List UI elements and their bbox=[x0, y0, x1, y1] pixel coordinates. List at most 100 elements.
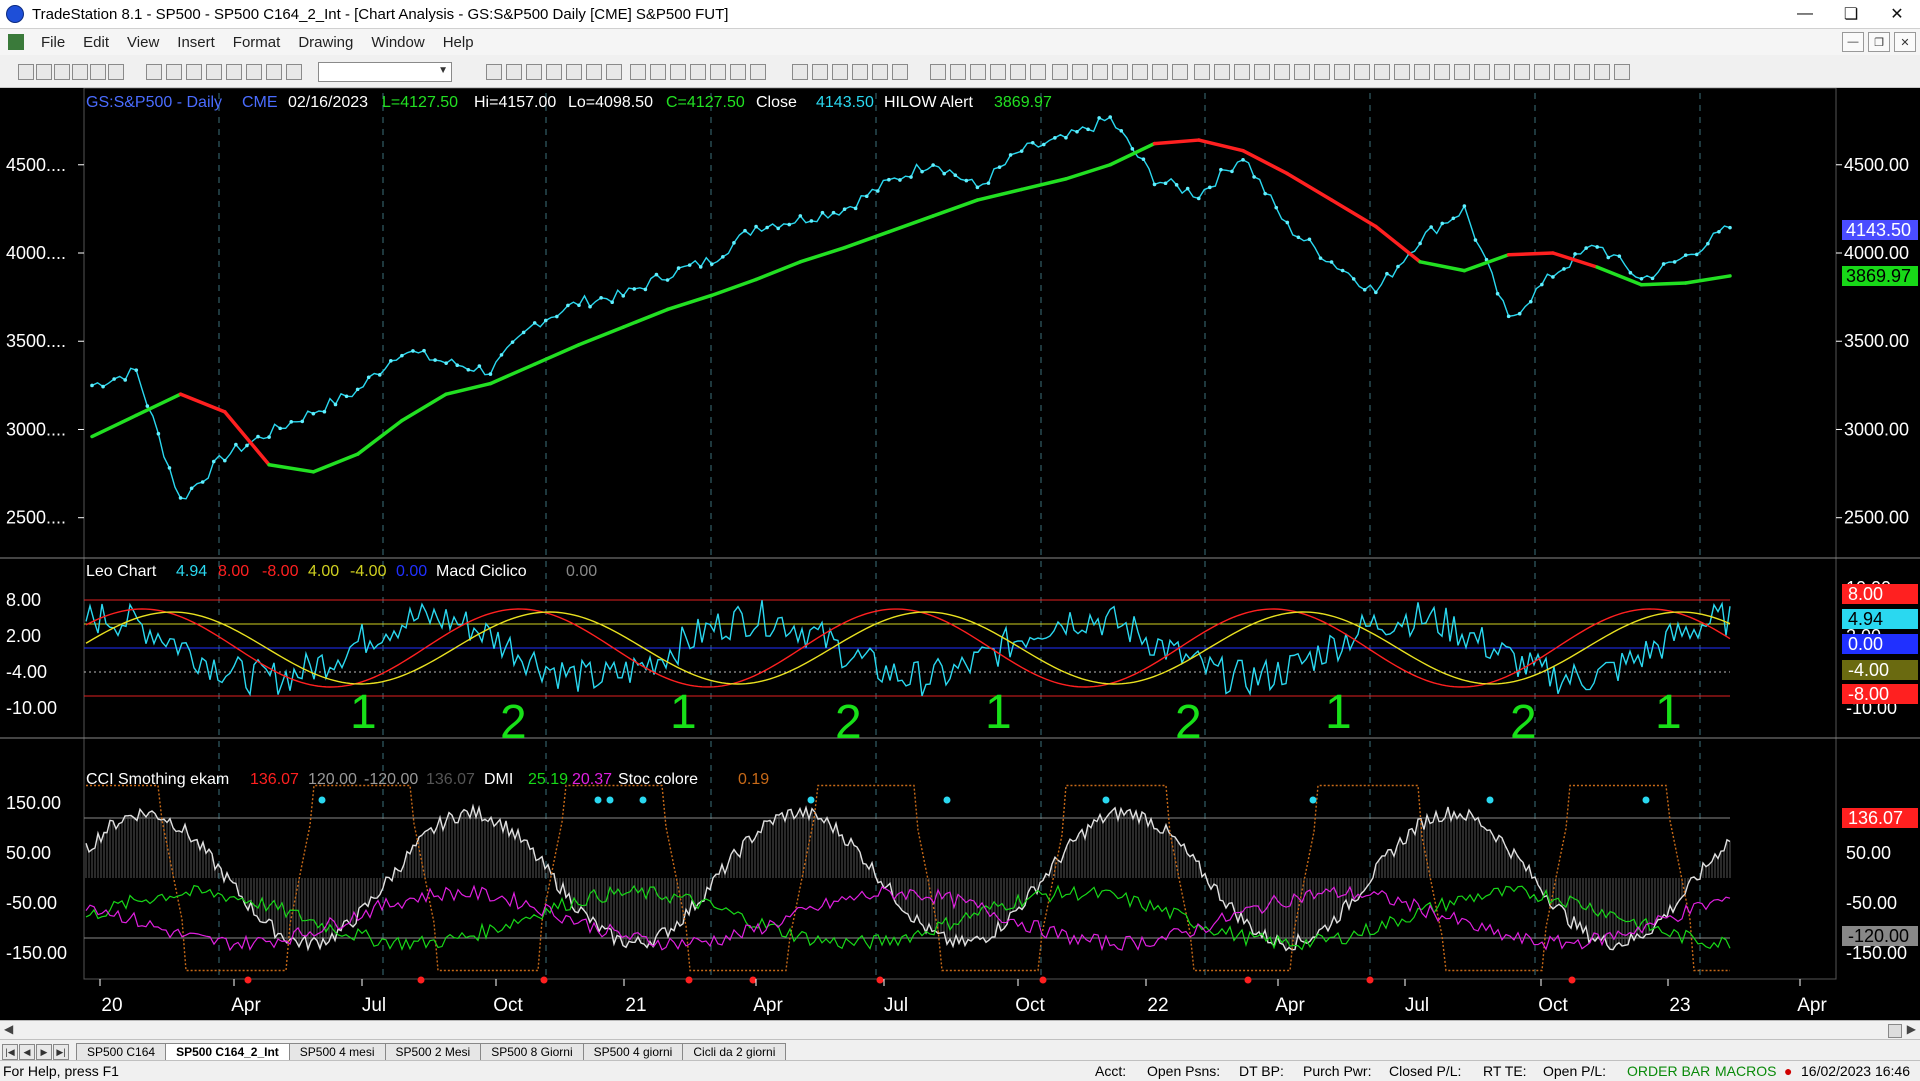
menu-window[interactable]: Window bbox=[371, 33, 425, 51]
toolbar-tool-icon-44[interactable] bbox=[1132, 64, 1148, 80]
toolbar-tool-icon-20[interactable] bbox=[606, 64, 622, 80]
toolbar-tool-icon-10[interactable] bbox=[226, 64, 242, 80]
toolbar-tool-icon-49[interactable] bbox=[1234, 64, 1250, 80]
tab-sp500-c164[interactable]: SP500 C164 bbox=[76, 1043, 167, 1060]
child-close-button[interactable]: ✕ bbox=[1894, 32, 1916, 52]
toolbar-tool-icon-45[interactable] bbox=[1152, 64, 1168, 80]
toolbar-combo-box[interactable] bbox=[318, 62, 452, 82]
toolbar-tool-icon-41[interactable] bbox=[1072, 64, 1088, 80]
last-tab-icon[interactable]: ▶| bbox=[53, 1044, 69, 1060]
toolbar-tool-icon-38[interactable] bbox=[1010, 64, 1026, 80]
toolbar-tool-icon-1[interactable] bbox=[36, 64, 52, 80]
tab-cicli-da-2-giorni[interactable]: Cicli da 2 giorni bbox=[682, 1043, 787, 1060]
menu-drawing[interactable]: Drawing bbox=[298, 33, 354, 51]
toolbar-tool-icon-2[interactable] bbox=[54, 64, 70, 80]
tab-sp500-4-giorni[interactable]: SP500 4 giorni bbox=[582, 1043, 684, 1060]
toolbar-tool-icon-24[interactable] bbox=[690, 64, 706, 80]
child-restore-button[interactable]: ❐ bbox=[1868, 32, 1890, 52]
menu-edit[interactable]: Edit bbox=[83, 33, 110, 51]
toolbar-tool-icon-42[interactable] bbox=[1092, 64, 1108, 80]
menu-insert[interactable]: Insert bbox=[177, 33, 215, 51]
tab-sp500-c164-2-int[interactable]: SP500 C164_2_Int bbox=[165, 1043, 290, 1060]
toolbar-tool-icon-65[interactable] bbox=[1554, 64, 1570, 80]
close-button[interactable]: ✕ bbox=[1890, 6, 1904, 23]
toolbar-tool-icon-66[interactable] bbox=[1574, 64, 1590, 80]
toolbar-tool-icon-60[interactable] bbox=[1454, 64, 1470, 80]
toolbar-tool-icon-54[interactable] bbox=[1334, 64, 1350, 80]
minimize-button[interactable]: — bbox=[1797, 5, 1813, 22]
toolbar-tool-icon-52[interactable] bbox=[1294, 64, 1310, 80]
toolbar-tool-icon-64[interactable] bbox=[1534, 64, 1550, 80]
document-icon[interactable] bbox=[8, 34, 24, 50]
toolbar-tool-icon-15[interactable] bbox=[506, 64, 522, 80]
toolbar-tool-icon-50[interactable] bbox=[1254, 64, 1270, 80]
menu-view[interactable]: View bbox=[127, 33, 160, 51]
toolbar-tool-icon-4[interactable] bbox=[90, 64, 106, 80]
toolbar-tool-icon-8[interactable] bbox=[186, 64, 202, 80]
toolbar-tool-icon-29[interactable] bbox=[812, 64, 828, 80]
status-macros[interactable]: MACROS bbox=[1715, 1063, 1777, 1079]
toolbar-tool-icon-35[interactable] bbox=[950, 64, 966, 80]
toolbar-tool-icon-56[interactable] bbox=[1374, 64, 1390, 80]
toolbar-tool-icon-67[interactable] bbox=[1594, 64, 1610, 80]
menu-help[interactable]: Help bbox=[442, 33, 474, 51]
horizontal-scrollbar[interactable]: ◀ ▶ bbox=[0, 1020, 1920, 1039]
maximize-button[interactable]: ❏ bbox=[1843, 6, 1859, 23]
toolbar-tool-icon-34[interactable] bbox=[930, 64, 946, 80]
next-tab-icon[interactable]: ▶ bbox=[36, 1044, 52, 1060]
toolbar-tool-icon-47[interactable] bbox=[1194, 64, 1210, 80]
toolbar-tool-icon-58[interactable] bbox=[1414, 64, 1430, 80]
toolbar-tool-icon-27[interactable] bbox=[750, 64, 766, 80]
toolbar-tool-icon-48[interactable] bbox=[1214, 64, 1230, 80]
chart-canvas[interactable]: 4500.00 4500.... 4000.00 4000.... 3500.00 350… bbox=[0, 88, 1920, 1020]
toolbar-tool-icon-9[interactable] bbox=[206, 64, 222, 80]
chart-window[interactable]: 4500.00 4500.... 4000.00 4000.... 3500.00 350… bbox=[0, 88, 1920, 1020]
toolbar-tool-icon-62[interactable] bbox=[1494, 64, 1510, 80]
prev-tab-icon[interactable]: ◀ bbox=[19, 1044, 35, 1060]
status-order-bar[interactable]: ORDER BAR bbox=[1627, 1063, 1711, 1079]
toolbar-tool-icon-3[interactable] bbox=[72, 64, 88, 80]
toolbar-tool-icon-39[interactable] bbox=[1030, 64, 1046, 80]
toolbar-tool-icon-12[interactable] bbox=[266, 64, 282, 80]
toolbar-tool-icon-68[interactable] bbox=[1614, 64, 1630, 80]
toolbar-tool-icon-21[interactable] bbox=[630, 64, 646, 80]
tab-sp500-2-mesi[interactable]: SP500 2 Mesi bbox=[384, 1043, 482, 1060]
toolbar-tool-icon-53[interactable] bbox=[1314, 64, 1330, 80]
menu-format[interactable]: Format bbox=[232, 33, 281, 51]
toolbar-tool-icon-40[interactable] bbox=[1052, 64, 1068, 80]
toolbar-tool-icon-18[interactable] bbox=[566, 64, 582, 80]
toolbar-tool-icon-7[interactable] bbox=[166, 64, 182, 80]
toolbar-tool-icon-55[interactable] bbox=[1354, 64, 1370, 80]
toolbar-tool-icon-13[interactable] bbox=[286, 64, 302, 80]
toolbar-tool-icon-26[interactable] bbox=[730, 64, 746, 80]
toolbar-tool-icon-30[interactable] bbox=[832, 64, 848, 80]
first-tab-icon[interactable]: |◀ bbox=[2, 1044, 18, 1060]
toolbar-tool-icon-28[interactable] bbox=[792, 64, 808, 80]
toolbar-tool-icon-25[interactable] bbox=[710, 64, 726, 80]
toolbar-tool-icon-0[interactable] bbox=[18, 64, 34, 80]
menu-file[interactable]: File bbox=[41, 33, 66, 51]
toolbar-tool-icon-63[interactable] bbox=[1514, 64, 1530, 80]
toolbar-tool-icon-43[interactable] bbox=[1112, 64, 1128, 80]
scroll-right-arrow-icon[interactable]: ▶ bbox=[1906, 1022, 1916, 1036]
toolbar-tool-icon-16[interactable] bbox=[526, 64, 542, 80]
toolbar-tool-icon-37[interactable] bbox=[990, 64, 1006, 80]
toolbar-tool-icon-33[interactable] bbox=[892, 64, 908, 80]
toolbar-tool-icon-59[interactable] bbox=[1434, 64, 1450, 80]
toolbar-tool-icon-31[interactable] bbox=[852, 64, 868, 80]
toolbar-tool-icon-22[interactable] bbox=[650, 64, 666, 80]
toolbar-tool-icon-36[interactable] bbox=[970, 64, 986, 80]
toolbar-tool-icon-17[interactable] bbox=[546, 64, 562, 80]
tab-sp500-8-giorni[interactable]: SP500 8 Giorni bbox=[480, 1043, 584, 1060]
scroll-left-arrow-icon[interactable]: ◀ bbox=[4, 1022, 14, 1036]
toolbar-tool-icon-57[interactable] bbox=[1394, 64, 1410, 80]
toolbar-tool-icon-19[interactable] bbox=[586, 64, 602, 80]
tab-sp500-4-mesi[interactable]: SP500 4 mesi bbox=[288, 1043, 386, 1060]
toolbar-tool-icon-46[interactable] bbox=[1172, 64, 1188, 80]
toolbar-tool-icon-32[interactable] bbox=[872, 64, 888, 80]
toolbar-tool-icon-11[interactable] bbox=[246, 64, 262, 80]
toolbar-tool-icon-23[interactable] bbox=[670, 64, 686, 80]
scroll-thumb[interactable] bbox=[1888, 1024, 1902, 1038]
child-minimize-button[interactable]: — bbox=[1842, 32, 1864, 52]
toolbar-tool-icon-5[interactable] bbox=[108, 64, 124, 80]
